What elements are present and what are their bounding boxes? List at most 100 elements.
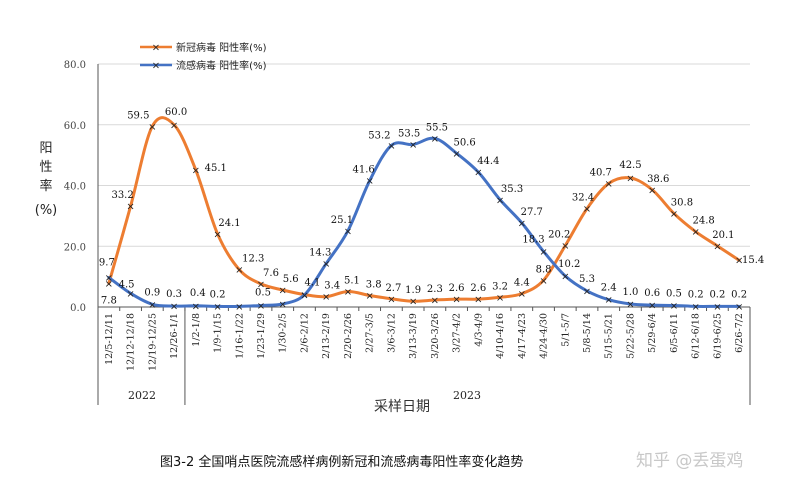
y-tick-label-2: 40.0 xyxy=(64,182,86,193)
flu-marker-14: × xyxy=(409,140,417,151)
covid-data-label-12: 3.8 xyxy=(366,279,382,290)
flu-marker-16: × xyxy=(452,149,460,160)
flu-marker-12: × xyxy=(365,176,373,187)
x-tick-label-29: 6/26-7/2 xyxy=(734,313,745,353)
y-tick-label-0: 0.0 xyxy=(70,303,86,314)
y-axis-title-char-3: 率 xyxy=(39,178,52,194)
covid-data-label-4: 45.1 xyxy=(205,163,227,174)
y-axis-title-char-1: 阳 xyxy=(39,141,52,156)
x-tick-label-13: 3/6-3/12 xyxy=(386,313,397,353)
y-axis-title-char-2: 性 xyxy=(39,160,52,175)
flu-marker-17: × xyxy=(474,168,482,179)
x-tick-label-18: 4/10-4/16 xyxy=(495,313,506,359)
flu-data-label-13: 53.2 xyxy=(368,130,390,141)
y-axis-title: 阳 性 率 (%) xyxy=(35,141,58,218)
covid-data-label-0: 7.8 xyxy=(101,295,117,306)
flu-marker-0: × xyxy=(105,273,113,284)
y-tick-label-3: 60.0 xyxy=(64,121,86,132)
covid-data-label-19: 4.4 xyxy=(514,278,530,289)
covid-data-label-7: 7.6 xyxy=(263,268,279,279)
covid-data-label-2: 59.5 xyxy=(127,110,149,121)
covid-marker-16: × xyxy=(452,295,460,306)
covid-marker-4: × xyxy=(192,166,200,177)
covid-series-line xyxy=(107,116,741,303)
x-tick-label-14: 3/13-3/19 xyxy=(408,313,419,359)
x-tick-label-20: 4/24-4/30 xyxy=(539,313,550,359)
covid-data-label-16: 2.6 xyxy=(449,283,465,294)
flu-marker-23: × xyxy=(605,295,613,306)
covid-marker-3: × xyxy=(170,120,178,131)
legend: × 新冠病毒 阳性率(%) × 流感病毒 阳性率(%) xyxy=(140,41,267,72)
covid-data-label-13: 2.7 xyxy=(385,283,401,294)
legend-flu-marker: × xyxy=(152,61,160,72)
flu-marker-22: × xyxy=(583,286,591,297)
covid-marker-25: × xyxy=(648,185,656,196)
x-tick-label-12: 2/27-3/5 xyxy=(365,313,376,353)
flu-marker-1: × xyxy=(126,289,134,300)
watermark: 知乎 @丢蛋鸡 xyxy=(636,451,743,471)
flu-data-label-15: 55.5 xyxy=(426,122,448,133)
flu-data-label-29: 0.2 xyxy=(731,289,747,300)
covid-data-label-17: 2.6 xyxy=(470,283,486,294)
covid-data-label-15: 2.3 xyxy=(427,284,443,295)
x-tick-label-6: 1/16-1/22 xyxy=(234,313,245,359)
covid-marker-2: × xyxy=(148,122,156,133)
flu-marker-24: × xyxy=(626,299,634,310)
x-axis-title: 采样日期 xyxy=(374,399,430,415)
covid-data-label-27: 24.8 xyxy=(693,216,715,227)
flu-marker-4: × xyxy=(192,301,200,312)
covid-marker-18: × xyxy=(496,293,504,304)
flu-marker-19: × xyxy=(518,218,526,229)
x-tick-label-16: 3/27-4/2 xyxy=(452,313,463,353)
x-tick-label-8: 1/30-2/5 xyxy=(278,313,289,353)
covid-data-label-11: 5.1 xyxy=(344,276,360,287)
x-tick-label-11: 2/20-2/26 xyxy=(343,313,354,359)
x-tick-label-27: 6/12-6/18 xyxy=(691,313,702,359)
covid-data-label-20: 8.8 xyxy=(536,264,552,275)
flu-data-label-10: 14.3 xyxy=(309,248,331,259)
flu-marker-5: × xyxy=(213,302,221,313)
covid-data-label-3: 60.0 xyxy=(165,107,187,118)
covid-data-label-6: 12.3 xyxy=(242,254,264,265)
x-tick-label-17: 4/3-4/9 xyxy=(473,313,484,347)
flu-data-label-26: 0.5 xyxy=(666,288,682,299)
covid-marker-26: × xyxy=(670,209,678,220)
y-axis-title-unit: (%) xyxy=(35,203,58,218)
axes xyxy=(97,64,751,405)
x-tick-label-2: 12/19-12/25 xyxy=(147,313,158,371)
covid-marker-1: × xyxy=(126,202,134,213)
legend-flu-label: 流感病毒 阳性率(%) xyxy=(176,59,267,72)
flu-data-label-27: 0.2 xyxy=(688,289,704,300)
data-labels: 7.8 33.2 59.5 60.0 45.1 24.1 12.3 7.6 5.6 4.1 3.4 5… xyxy=(99,107,764,307)
flu-data-label-0: 9.7 xyxy=(99,258,115,269)
series-lines: × × × × × × × × × × × × × × × × × × × × × × × × × × × × × × × × × × × × × × × ×… xyxy=(105,116,743,313)
flu-data-label-14: 53.5 xyxy=(398,128,420,139)
covid-data-label-28: 20.1 xyxy=(712,230,734,241)
flu-data-label-12: 41.6 xyxy=(353,165,375,176)
covid-data-label-21: 20.2 xyxy=(548,230,570,241)
covid-data-label-23: 40.7 xyxy=(590,167,612,178)
x-tick-label-22: 5/8-5/14 xyxy=(582,313,593,353)
flu-marker-13: × xyxy=(387,141,395,152)
covid-marker-23: × xyxy=(605,179,613,190)
covid-marker-10: × xyxy=(322,292,330,303)
covid-marker-29: × xyxy=(735,256,743,267)
x-tick-label-10: 2/13-2/19 xyxy=(321,313,332,359)
flu-data-label-5: 0.2 xyxy=(210,289,226,300)
x-tick-label-7: 1/23-1/29 xyxy=(256,313,267,359)
x-tick-label-15: 3/20-3/26 xyxy=(430,313,441,359)
covid-data-label-8: 5.6 xyxy=(283,274,299,285)
x-tick-label-0: 12/5-12/11 xyxy=(104,313,115,365)
x-tick-label-24: 5/22-5/28 xyxy=(625,313,636,359)
x-tick-label-4: 1/2-1/8 xyxy=(191,313,202,347)
flu-marker-25: × xyxy=(648,301,656,312)
flu-marker-21: × xyxy=(561,272,569,283)
flu-data-label-4: 0.4 xyxy=(190,288,206,299)
flu-marker-3: × xyxy=(170,302,178,313)
flu-marker-11: × xyxy=(344,226,352,237)
flu-data-label-24: 1.0 xyxy=(623,287,639,298)
covid-data-label-22: 32.4 xyxy=(572,193,594,204)
covid-data-label-9: 4.1 xyxy=(305,278,321,289)
x-tick-label-1: 12/12-12/18 xyxy=(126,313,137,371)
x-tick-label-5: 1/9-1/15 xyxy=(213,313,224,353)
